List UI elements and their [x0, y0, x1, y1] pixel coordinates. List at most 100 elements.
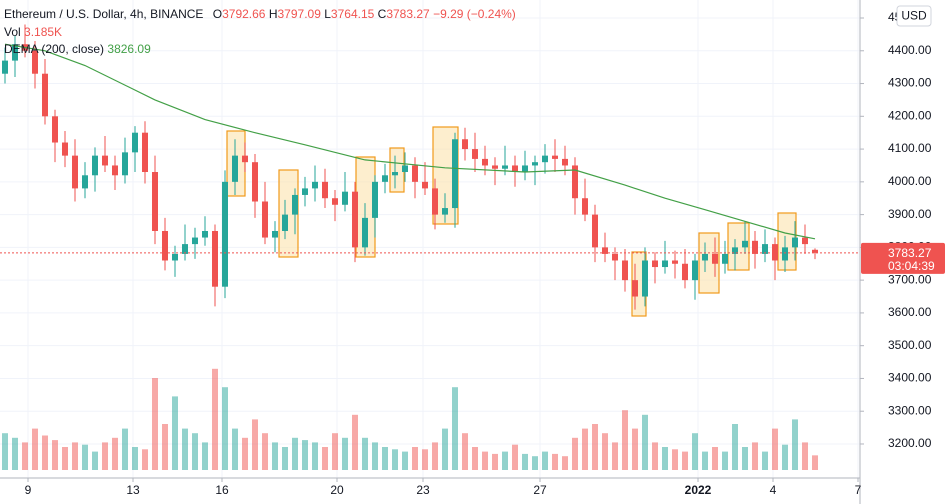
- volume-bar: [712, 447, 718, 470]
- x-tick-label: 27: [533, 483, 547, 497]
- candle-body: [412, 165, 418, 182]
- volume-bar: [782, 444, 788, 470]
- volume-value: 3.185K: [24, 25, 62, 39]
- volume-bar: [402, 451, 408, 470]
- currency-label[interactable]: USD: [901, 9, 927, 23]
- candle-body: [812, 249, 818, 253]
- volume-bar: [172, 396, 178, 470]
- volume-bar: [42, 435, 48, 470]
- volume-bar: [502, 451, 508, 470]
- y-tick-label: 4200.00: [888, 108, 932, 122]
- candle-body: [732, 247, 738, 254]
- candle-body: [212, 230, 218, 287]
- candle-body: [592, 214, 598, 248]
- volume-bar: [442, 428, 448, 470]
- y-tick-label: 3300.00: [888, 403, 932, 417]
- candle-body: [612, 253, 618, 261]
- price-pane: [0, 24, 860, 310]
- candle-body: [712, 253, 718, 264]
- candle-body: [532, 162, 538, 166]
- x-tick-label: 2022: [685, 483, 712, 497]
- candle-body: [182, 244, 188, 254]
- y-tick-label: 4400.00: [888, 43, 932, 57]
- x-tick-label: 4: [770, 483, 777, 497]
- volume-bar: [592, 424, 598, 470]
- volume-bar: [602, 433, 608, 470]
- volume-bar: [632, 428, 638, 470]
- volume-bar: [722, 451, 728, 470]
- y-tick-label: 3200.00: [888, 436, 932, 450]
- x-tick-label: 16: [215, 483, 229, 497]
- volume-bar: [422, 449, 428, 470]
- x-tick-label: 7: [855, 483, 862, 497]
- volume-bar: [622, 410, 628, 470]
- high-value: 3797.09: [278, 7, 322, 21]
- candle-body: [762, 244, 768, 254]
- candle-body: [132, 132, 138, 153]
- x-tick-label: 9: [25, 483, 32, 497]
- candle-body: [222, 181, 228, 287]
- volume-bar: [702, 451, 708, 470]
- volume-bar: [362, 437, 368, 470]
- volume-bar: [512, 444, 518, 470]
- open-value: 3792.66: [222, 7, 266, 21]
- candle-body: [602, 247, 608, 254]
- legend-header: Ethereum / U.S. Dollar, 4h, BINANCE O379…: [4, 7, 516, 21]
- candle-body: [522, 165, 528, 173]
- volume-bar: [452, 387, 458, 470]
- volume-bar: [332, 433, 338, 470]
- candle-body: [462, 139, 468, 150]
- countdown-label: 03:04:39: [888, 259, 935, 273]
- candle-body: [442, 208, 448, 215]
- volume-bar: [752, 442, 758, 470]
- candle-body: [642, 260, 648, 297]
- dema-value: 3826.09: [107, 42, 151, 56]
- volume-bar: [252, 419, 258, 470]
- volume-bar: [432, 442, 438, 470]
- volume-bar: [542, 451, 548, 470]
- volume-bar: [112, 437, 118, 470]
- candle-body: [672, 260, 678, 264]
- candle-body: [142, 132, 148, 173]
- candle-body: [652, 260, 658, 268]
- candle-body: [392, 172, 398, 176]
- close-value: 3783.27: [386, 7, 430, 21]
- candle-body: [432, 188, 438, 215]
- volume-bar: [262, 433, 268, 470]
- candle-body: [632, 280, 638, 297]
- y-tick-label: 3900.00: [888, 207, 932, 221]
- candle-body: [2, 60, 8, 74]
- candle-body: [52, 116, 58, 143]
- volume-bar: [132, 447, 138, 470]
- volume-bar: [82, 444, 88, 470]
- volume-bar: [692, 433, 698, 470]
- change-value: −9.29 (−0.24%): [433, 7, 516, 21]
- candle-body: [382, 175, 388, 182]
- dema-line: [4, 43, 816, 240]
- ohlc-label: H: [269, 7, 278, 21]
- volume-bar: [312, 442, 318, 470]
- candle-body: [492, 165, 498, 169]
- candle-body: [482, 158, 488, 166]
- volume-bar: [812, 455, 818, 470]
- volume-bar: [672, 449, 678, 470]
- volume-bar: [62, 447, 68, 470]
- volume-bar: [652, 442, 658, 470]
- last-price-label: 3783.27: [888, 246, 932, 260]
- candle-body: [372, 181, 378, 218]
- candle-body: [342, 191, 348, 205]
- volume-bar: [272, 442, 278, 470]
- volume-bar: [522, 453, 528, 470]
- x-tick-label: 23: [416, 483, 430, 497]
- candle-body: [572, 165, 578, 199]
- volume-legend: Vol 3.185K: [4, 25, 62, 39]
- highlight-box: [727, 222, 750, 271]
- currency-button[interactable]: [896, 5, 932, 27]
- highlight-box: [698, 232, 720, 294]
- ohlc-label: C: [378, 7, 387, 21]
- candle-body: [102, 155, 108, 166]
- candle-body: [782, 247, 788, 261]
- candle-body: [72, 155, 78, 189]
- volume-bar: [222, 387, 228, 470]
